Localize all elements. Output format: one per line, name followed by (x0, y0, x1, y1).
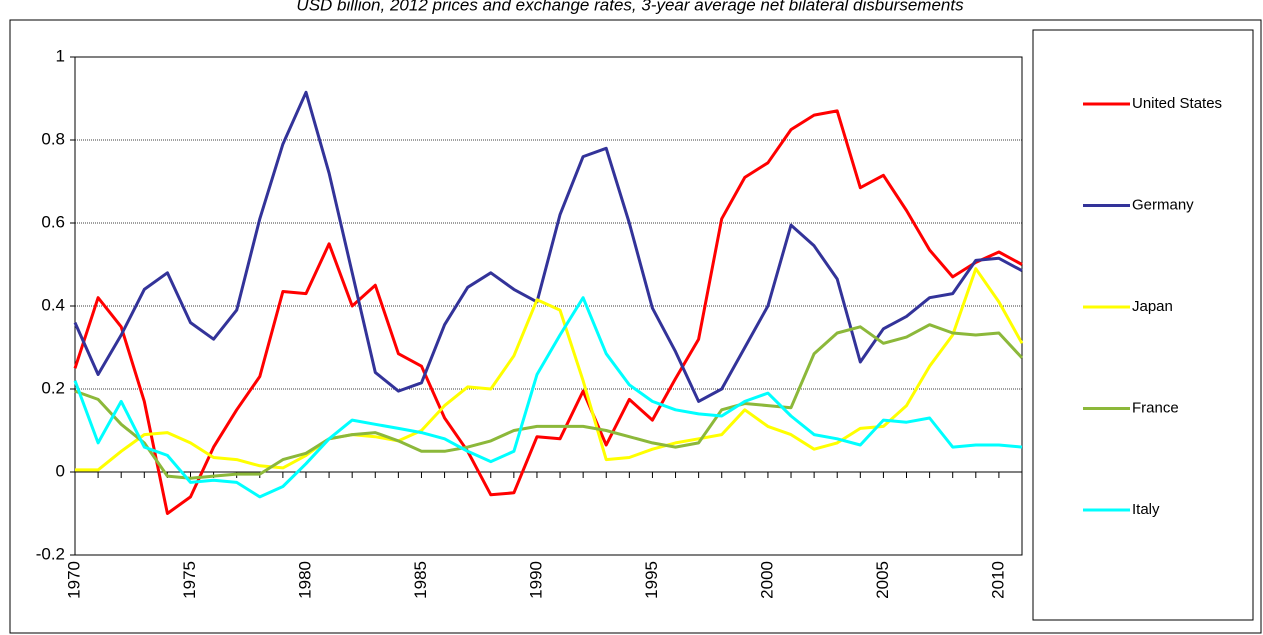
x-tick-label: 1975 (180, 561, 199, 599)
series-line (73, 296, 1023, 499)
x-tick-label: 1990 (526, 561, 545, 599)
legend-label: United States (1132, 95, 1222, 112)
y-tick-label: 0.4 (41, 295, 65, 314)
x-tick-label: 2000 (757, 561, 776, 599)
x-tick-label: 1970 (64, 561, 83, 599)
series-line (74, 323, 1024, 480)
x-tick-label: 1995 (642, 561, 661, 599)
y-tick-label: 0.8 (41, 129, 65, 148)
y-tick-label: 0.2 (41, 378, 65, 397)
series-line (75, 267, 1024, 472)
x-tick-label: 1980 (295, 561, 314, 599)
x-tick-label: 2010 (988, 561, 1007, 599)
x-tick-label: 2005 (873, 561, 892, 599)
legend-label: Italy (1132, 501, 1160, 518)
y-tick-label: -0.2 (36, 544, 65, 563)
y-tick-label: 0.6 (41, 212, 65, 231)
x-tick-label: 1985 (411, 561, 430, 599)
y-tick-label: 0 (56, 461, 65, 480)
y-tick-label: 1 (56, 46, 65, 65)
legend-box (1032, 29, 1254, 621)
legend-label: Japan (1132, 298, 1173, 315)
series-line (73, 109, 1023, 515)
legend-label: Germany (1132, 196, 1194, 213)
series-line (73, 90, 1023, 403)
legend-label: France (1132, 399, 1179, 416)
chart-title: USD billion, 2012 prices and exchange ra… (296, 0, 964, 14)
